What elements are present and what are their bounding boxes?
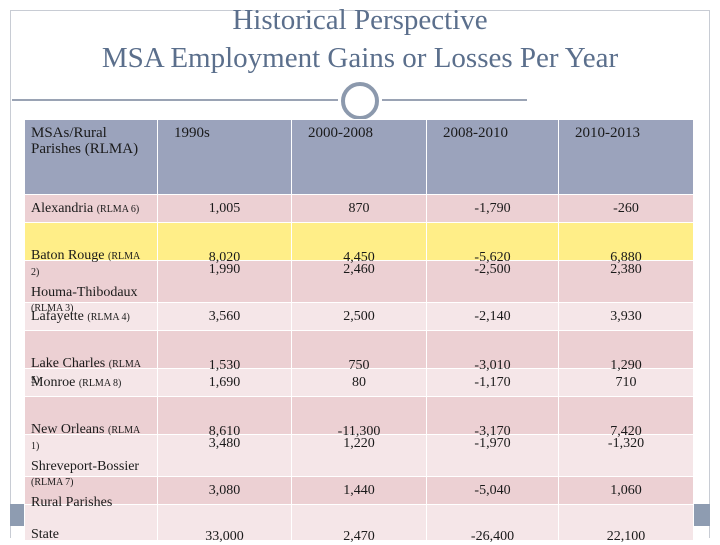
cell-1990s: 3,560 — [157, 302, 292, 331]
cell-1990s: 8,020 — [157, 222, 292, 265]
cell-2010-2013: 710 — [558, 368, 694, 397]
cell-2000-2008: 2,460 — [291, 260, 427, 303]
cell-2008-2010: -5,040 — [426, 476, 559, 505]
cell-2008-2010: -3,170 — [426, 396, 559, 439]
cell-2008-2010: -2,140 — [426, 302, 559, 331]
cell-2008-2010: -26,400 — [426, 504, 559, 544]
cell-1990s: 1,990 — [157, 260, 292, 303]
cell-2000-2008: 2,500 — [291, 302, 427, 331]
cell-2010-2013: 6,880 — [558, 222, 694, 265]
row-label: Lafayette (RLMA 4) — [24, 302, 158, 331]
cell-1990s: 3,480 — [157, 434, 292, 477]
cell-2010-2013: 22,100 — [558, 504, 694, 544]
table-row: Lake Charles (RLMA 5) 1,530 750 -3,010 1… — [24, 330, 694, 386]
cell-2000-2008: -11,300 — [291, 396, 427, 439]
header-2008-2010: 2008-2010 — [426, 119, 559, 195]
cell-2008-2010: -2,500 — [426, 260, 559, 303]
row-label: Baton Rouge (RLMA 2) — [24, 222, 158, 278]
table-row: Monroe (RLMA 8) 1,690 80 -1,170 710 — [24, 368, 694, 397]
cell-2008-2010: -1,170 — [426, 368, 559, 397]
employment-table: MSAs/Rural Parishes (RLMA) 1990s 2000-20… — [24, 119, 694, 544]
cell-2000-2008: 80 — [291, 368, 427, 397]
cell-2000-2008: 1,220 — [291, 434, 427, 477]
row-label: New Orleans (RLMA 1) — [24, 396, 158, 452]
cell-2000-2008: 870 — [291, 194, 427, 223]
table-row: Alexandria (RLMA 6) 1,005 870 -1,790 -26… — [24, 194, 694, 223]
frame-left-edge — [10, 98, 11, 538]
title-divider-left — [12, 99, 338, 101]
row-label: Rural Parishes — [24, 476, 158, 510]
table-row: Shreveport-Bossier (RLMA 7) 3,480 1,220 -… — [24, 434, 694, 488]
cell-2010-2013: -260 — [558, 194, 694, 223]
cell-1990s: 1,530 — [157, 330, 292, 373]
table-row: New Orleans (RLMA 1) 8,610 -11,300 -3,17… — [24, 396, 694, 452]
cell-1990s: 8,610 — [157, 396, 292, 439]
row-label: Alexandria (RLMA 6) — [24, 194, 158, 223]
cell-2010-2013: 1,060 — [558, 476, 694, 505]
row-label: State — [24, 504, 158, 542]
cell-2000-2008: 750 — [291, 330, 427, 373]
circle-ornament-icon — [341, 82, 379, 120]
cell-2008-2010: -3,010 — [426, 330, 559, 373]
cell-2010-2013: 2,380 — [558, 260, 694, 303]
cell-1990s: 33,000 — [157, 504, 292, 544]
header-msa: MSAs/Rural Parishes (RLMA) — [24, 119, 158, 195]
cell-2000-2008: 4,450 — [291, 222, 427, 265]
frame-right-edge — [709, 98, 710, 538]
cell-2000-2008: 2,470 — [291, 504, 427, 544]
header-2000-2008: 2000-2008 — [291, 119, 427, 195]
cell-2010-2013: 3,930 — [558, 302, 694, 331]
cell-2000-2008: 1,440 — [291, 476, 427, 505]
cell-2008-2010: -1,970 — [426, 434, 559, 477]
cell-2010-2013: -1,320 — [558, 434, 694, 477]
cell-1990s: 3,080 — [157, 476, 292, 505]
header-1990s: 1990s — [157, 119, 292, 195]
table-row: Houma-Thibodaux (RLMA 3) 1,990 2,460 -2,5… — [24, 260, 694, 314]
cell-1990s: 1,005 — [157, 194, 292, 223]
slide-title-line-2: MSA Employment Gains or Losses Per Year — [101, 42, 619, 74]
title-divider-right — [382, 99, 527, 101]
table-row: State 33,000 2,470 -26,400 22,100 — [24, 504, 694, 544]
row-label: Houma-Thibodaux (RLMA 3) — [24, 260, 158, 314]
cell-2010-2013: 1,290 — [558, 330, 694, 373]
cell-2010-2013: 7,420 — [558, 396, 694, 439]
slide-title-line-1: Historical Perspective — [232, 4, 488, 36]
row-label: Lake Charles (RLMA 5) — [24, 330, 158, 386]
row-label: Monroe (RLMA 8) — [24, 368, 158, 397]
slide-frame — [10, 10, 710, 98]
cell-2008-2010: -1,790 — [426, 194, 559, 223]
cell-1990s: 1,690 — [157, 368, 292, 397]
table-header-row: MSAs/Rural Parishes (RLMA) 1990s 2000-20… — [24, 119, 694, 195]
header-2010-2013: 2010-2013 — [558, 119, 694, 195]
cell-2008-2010: -5,620 — [426, 222, 559, 265]
table-row: Baton Rouge (RLMA 2) 8,020 4,450 -5,620 … — [24, 222, 694, 278]
